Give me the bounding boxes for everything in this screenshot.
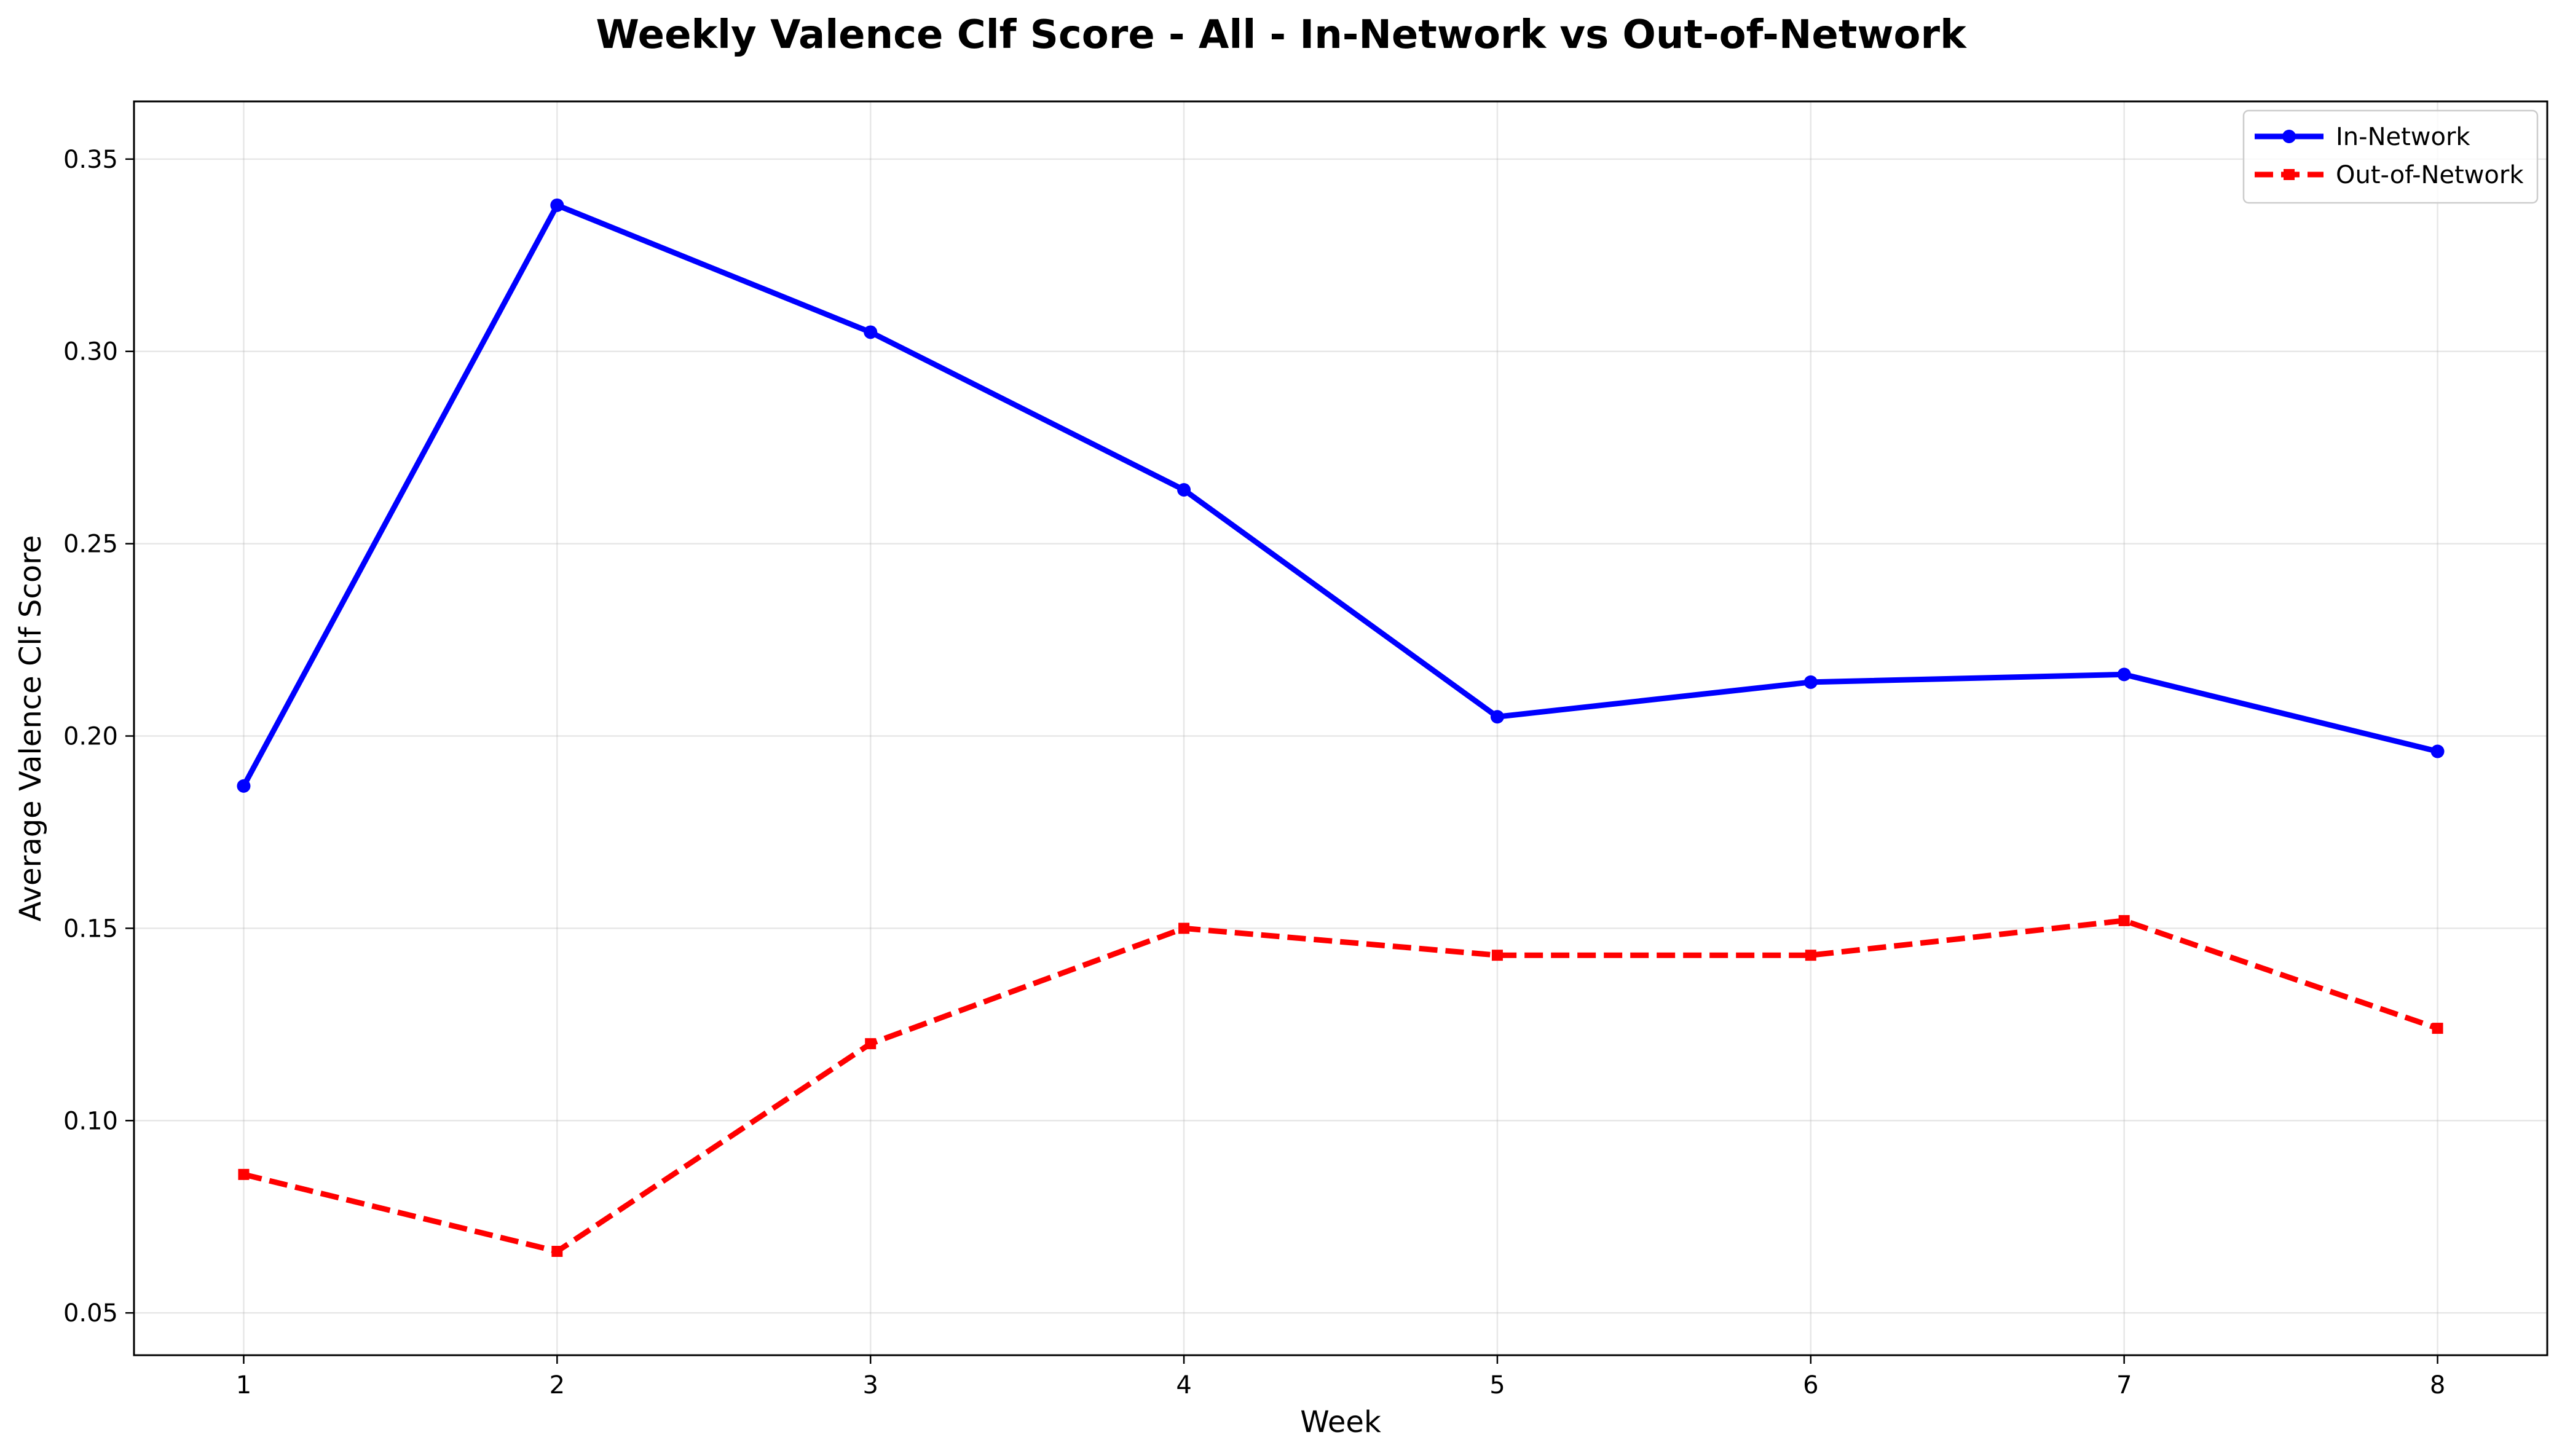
x-tick-label: 6 xyxy=(1803,1371,1818,1399)
data-point-out-of-network xyxy=(1805,950,1816,961)
legend-marker-out-of-network xyxy=(2284,169,2295,180)
data-point-in-network xyxy=(1490,710,1504,724)
x-axis-label: Week xyxy=(1300,1405,1381,1439)
data-point-in-network xyxy=(2430,744,2445,758)
x-tick-label: 1 xyxy=(236,1371,251,1399)
legend-marker-in-network xyxy=(2282,130,2296,143)
data-point-in-network xyxy=(1177,483,1191,497)
data-point-out-of-network xyxy=(1178,923,1190,934)
x-tick-label: 8 xyxy=(2430,1371,2445,1399)
legend-item-in-network: In-Network xyxy=(2255,123,2470,151)
x-tick-label: 7 xyxy=(2116,1371,2132,1399)
y-tick-label: 0.25 xyxy=(63,530,118,559)
data-point-in-network xyxy=(1803,675,1818,689)
data-point-in-network xyxy=(2117,667,2131,682)
x-tick-label: 3 xyxy=(862,1371,878,1399)
series-line-out-of-network xyxy=(243,918,2439,1254)
grid xyxy=(134,101,2547,1355)
data-point-out-of-network xyxy=(238,1168,250,1180)
data-point-in-network xyxy=(550,198,564,212)
y-tick-label: 0.35 xyxy=(63,146,118,174)
x-tick-label: 5 xyxy=(1489,1371,1505,1399)
y-tick-label: 0.10 xyxy=(63,1107,118,1135)
plot-area-frame xyxy=(133,100,2548,1356)
legend-label-in-network: In-Network xyxy=(2336,123,2470,151)
data-point-out-of-network xyxy=(2118,915,2130,926)
series-line-in-network xyxy=(241,202,2438,788)
y-tick-label: 0.20 xyxy=(63,723,118,751)
data-point-out-of-network xyxy=(865,1038,877,1050)
chart-title: Weekly Valence Clf Score - All - In-Netw… xyxy=(596,12,1967,58)
legend-item-out-of-network: Out-of-Network xyxy=(2255,161,2524,189)
data-point-out-of-network xyxy=(2432,1023,2443,1034)
data-point-in-network xyxy=(864,325,878,339)
x-tick-label: 2 xyxy=(550,1371,565,1399)
series-layer xyxy=(237,198,2445,1257)
x-tick-label: 4 xyxy=(1176,1371,1191,1399)
legend-label-out-of-network: Out-of-Network xyxy=(2336,161,2524,189)
y-axis-label: Average Valence Clf Score xyxy=(14,535,48,922)
y-axis: 0.05 0.10 0.15 0.20 0.25 0.30 0.35 xyxy=(63,146,134,1328)
y-tick-label: 0.30 xyxy=(63,338,118,366)
x-axis: 1 2 3 4 5 6 7 8 xyxy=(236,1355,2445,1399)
data-point-out-of-network xyxy=(551,1246,563,1257)
y-tick-label: 0.15 xyxy=(63,915,118,943)
legend: In-Network Out-of-Network xyxy=(2242,109,2539,204)
y-tick-label: 0.05 xyxy=(63,1299,118,1328)
data-point-out-of-network xyxy=(1491,950,1503,961)
data-point-in-network xyxy=(237,779,251,793)
